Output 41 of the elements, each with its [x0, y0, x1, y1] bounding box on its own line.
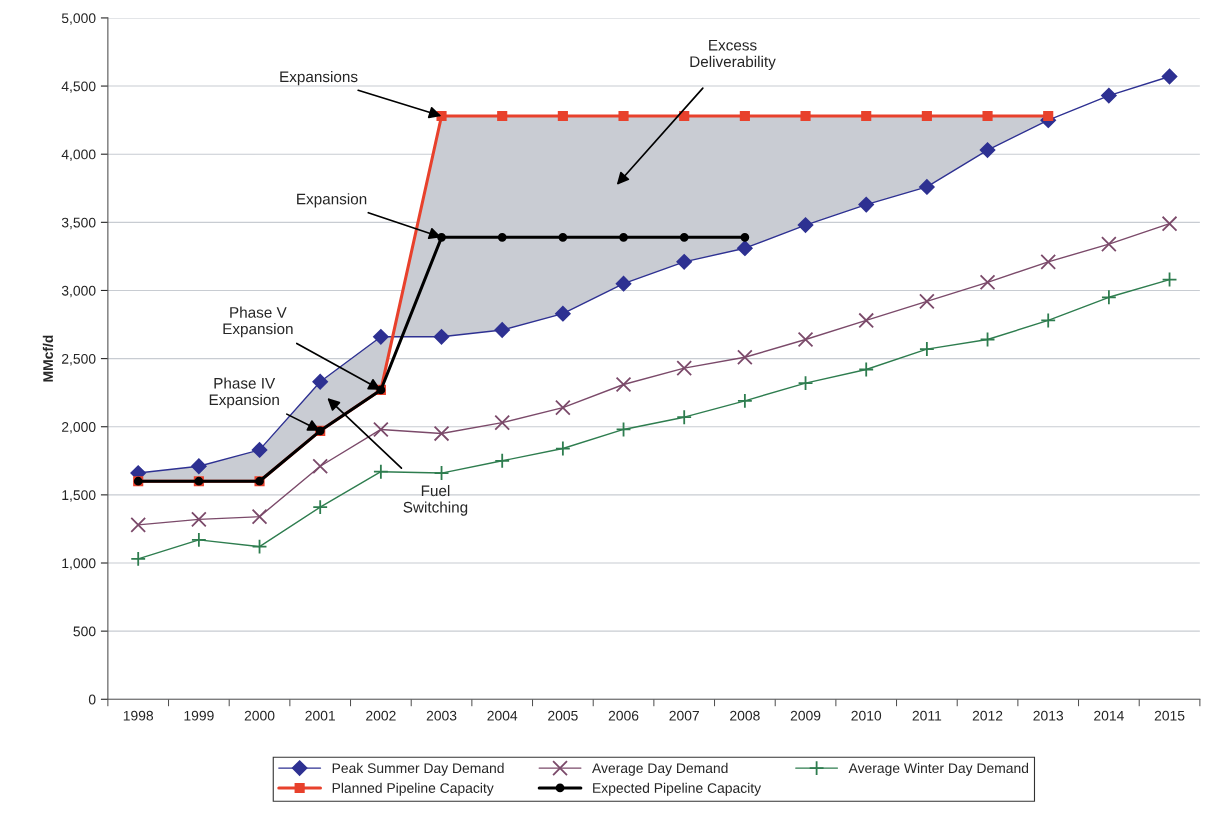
- x-tick-label: 2015: [1154, 710, 1185, 721]
- y-tick-label: 5,000: [61, 13, 96, 25]
- x-tick-label: 2010: [851, 710, 882, 721]
- x-tick-label: 2006: [608, 710, 639, 721]
- x-tick-label: 2003: [426, 710, 457, 721]
- legend-label: Peak Summer Day Demand: [332, 762, 504, 776]
- annotation: Excess Deliverability: [690, 39, 776, 71]
- x-tick-label: 2014: [1094, 710, 1124, 721]
- legend-label: Planned Pipeline Capacity: [332, 782, 494, 796]
- x-tick-label: 2002: [366, 710, 396, 721]
- x-tick-label: 1999: [184, 710, 214, 721]
- annotation: Expansions: [280, 70, 358, 86]
- annotation: Expansion: [297, 193, 367, 208]
- x-tick-label: 2004: [487, 710, 518, 721]
- annotation: Fuel Switching: [403, 484, 468, 516]
- y-axis-title: MMcf/d: [42, 335, 54, 382]
- annotation: Phase V Expansion: [223, 306, 293, 338]
- x-tick-label: 1998: [123, 710, 154, 721]
- y-tick-label: 1,500: [62, 490, 96, 502]
- x-tick-label: 2000: [244, 710, 275, 721]
- y-tick-label: 2,000: [62, 422, 96, 434]
- x-tick-label: 2012: [972, 710, 1003, 721]
- x-tick-label: 2005: [548, 710, 578, 721]
- legend-label: Average Winter Day Demand: [848, 762, 1029, 776]
- y-tick-label: 3,500: [61, 217, 96, 230]
- x-tick-label: 2009: [790, 710, 821, 721]
- y-tick-label: 1,000: [62, 558, 96, 570]
- y-tick-label: 4,500: [61, 81, 96, 93]
- y-tick-label: 3,000: [61, 285, 96, 298]
- annotation: Phase IV Expansion: [209, 377, 279, 409]
- x-tick-label: 2007: [669, 710, 699, 721]
- x-tick-label: 2008: [730, 710, 760, 721]
- y-tick-label: 0: [88, 694, 96, 705]
- legend-label: Average Day Demand: [592, 762, 728, 776]
- y-tick-label: 500: [73, 626, 96, 637]
- y-tick-label: 4,000: [61, 149, 96, 162]
- x-tick-label: 2013: [1033, 710, 1064, 721]
- x-tick-label: 2011: [912, 710, 942, 721]
- y-tick-label: 2,500: [62, 353, 96, 366]
- legend-label: Expected Pipeline Capacity: [593, 782, 762, 796]
- x-tick-label: 2001: [305, 710, 335, 721]
